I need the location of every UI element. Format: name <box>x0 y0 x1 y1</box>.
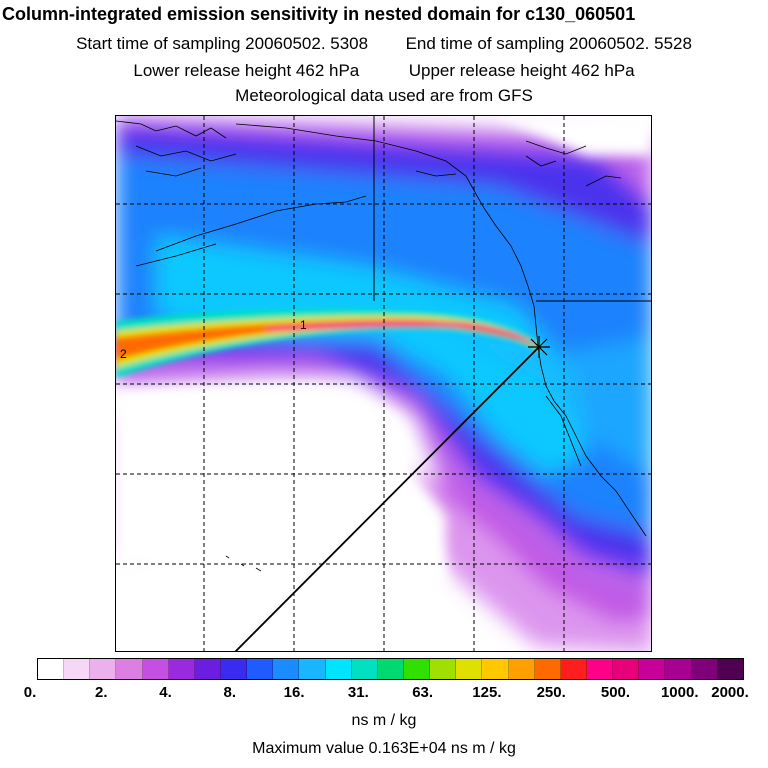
release-heights: Lower release height 462 hPa Upper relea… <box>0 61 768 81</box>
colorbar-segment <box>90 659 117 679</box>
colorbar-segment <box>299 659 326 679</box>
map-canvas: 1 2 <box>116 116 651 651</box>
sensitivity-map: 1 2 <box>115 115 652 652</box>
colorbar-segment <box>351 659 378 679</box>
plume-label-1: 1 <box>300 318 307 332</box>
colorbar-segment <box>247 659 274 679</box>
colorbar-segment <box>639 659 666 679</box>
colorbar-segment <box>560 659 587 679</box>
colorbar-tick-label: 4. <box>159 684 172 701</box>
star-cross-icon <box>528 336 550 358</box>
colorbar-segment <box>534 659 561 679</box>
upper-release-height: Upper release height 462 hPa <box>408 61 635 80</box>
colorbar-segment <box>220 659 248 679</box>
colorbar-segment <box>430 659 457 679</box>
colorbar-segment <box>38 659 65 679</box>
nested-domain-box <box>373 116 651 302</box>
colorbar-tick-label: 31. <box>347 684 369 701</box>
colorbar-tick-label: 2000. <box>711 684 749 701</box>
lat-lon-grid <box>116 116 651 651</box>
colorbar-tick-label: 2. <box>95 684 108 701</box>
colorbar-segment <box>194 659 221 679</box>
colorbar-tick-label: 0. <box>23 684 37 701</box>
plume-label-2: 2 <box>120 347 127 361</box>
colorbar-tick-label: 8. <box>223 684 237 701</box>
plot-title: Column-integrated emission sensitivity i… <box>2 4 636 24</box>
colorbar-tick-label: 1000. <box>660 684 699 701</box>
colorbar-segment <box>325 659 352 679</box>
maximum-value: Maximum value 0.163E+04 ns m / kg <box>252 740 516 757</box>
flight-track <box>234 346 540 651</box>
colorbar-segment <box>613 659 640 679</box>
colorbar-segment <box>273 659 300 679</box>
colorbar-tick-label: 16. <box>283 684 305 701</box>
sensitivity-field <box>116 116 651 651</box>
colorbar-tick-label: 250. <box>536 684 566 701</box>
colorbar-units: ns m / kg <box>351 712 417 729</box>
sampling-times: Start time of sampling 20060502. 5308 En… <box>0 34 768 54</box>
end-time: End time of sampling 20060502. 5528 <box>405 34 692 53</box>
colorbar-segment <box>403 659 431 679</box>
colorbar-segment <box>665 659 692 679</box>
colorbar-segment <box>508 659 535 679</box>
colorbar-ticks: 0. 2. 4. 8. 16. 31. 63. 125. 250. 500. 1000. 2000. <box>0 684 768 704</box>
colorbar-segment <box>142 659 169 679</box>
lower-release-height: Lower release height 462 hPa <box>133 61 360 80</box>
colorbar-segment <box>116 659 143 679</box>
colorbar-segment <box>482 659 509 679</box>
colorbar <box>37 658 744 680</box>
colorbar-segment <box>456 659 483 679</box>
colorbar-segment <box>64 659 91 679</box>
plume <box>116 309 541 378</box>
start-time: Start time of sampling 20060502. 5308 <box>76 34 369 53</box>
met-data-note: Meteorological data used are from GFS <box>235 86 533 105</box>
colorbar-segment <box>586 659 614 679</box>
colorbar-segment <box>168 659 195 679</box>
colorbar-tick-label: 63. <box>412 684 434 701</box>
coastlines <box>116 120 647 572</box>
colorbar-tick-label: 500. <box>600 684 631 701</box>
colorbar-tick-label: 125. <box>472 684 502 701</box>
colorbar-segment <box>717 659 743 679</box>
colorbar-segment <box>691 659 718 679</box>
colorbar-segment <box>377 659 404 679</box>
